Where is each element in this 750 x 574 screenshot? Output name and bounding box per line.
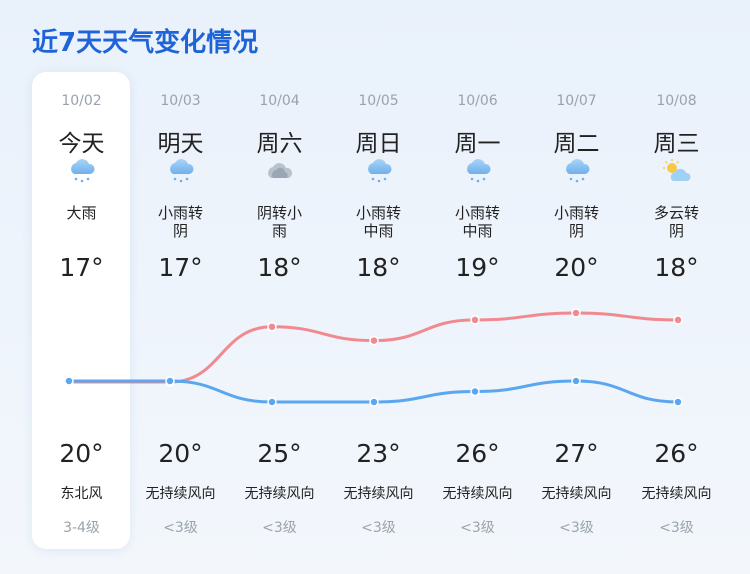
temperature-point [267, 397, 277, 407]
weather-condition: 阴转小 雨 [230, 204, 329, 240]
wind-direction: 东北风 [60, 486, 103, 502]
rain-cloud-icon [66, 158, 98, 186]
day-label: 周日 [355, 131, 402, 157]
day-column: 10/06 周一 小雨转 中雨 19° 26° 无持续风向 <3级 [428, 72, 527, 549]
wind-direction: 无持续风向 [343, 486, 414, 502]
temperature-point [369, 335, 379, 346]
weather-condition: 多云转 阴 [627, 204, 726, 240]
lower-temperature: 20° [59, 439, 104, 468]
temperature-point [267, 322, 277, 332]
temperature-point [64, 376, 74, 386]
wind-direction: 无持续风向 [244, 486, 315, 502]
day-date: 10/08 [656, 93, 697, 109]
day-column: 10/02 今天 大雨 17° 20° 东北风 3-4级 [32, 72, 131, 549]
temperature-point [571, 308, 581, 318]
lower-temperature: 26° [654, 439, 699, 468]
upper-temperature-line [69, 311, 679, 384]
temperature-point [673, 315, 683, 325]
temperature-point [165, 376, 175, 386]
wind-direction: 无持续风向 [442, 486, 513, 502]
day-label: 明天 [157, 131, 204, 157]
condition-line-2: 中雨 [363, 222, 394, 240]
condition-line-1: 阴转小 [256, 204, 302, 222]
day-label: 周一 [454, 131, 501, 157]
wind-level: <3级 [659, 520, 694, 536]
today-card [32, 72, 130, 549]
temperature-point [470, 386, 480, 397]
upper-temperature: 18° [654, 253, 699, 282]
condition-line-1: 小雨转 [553, 204, 599, 222]
weather-condition: 小雨转 阴 [527, 204, 626, 240]
wind-level: <3级 [262, 520, 297, 536]
rain-cloud-icon [363, 158, 395, 186]
weather-condition: 小雨转 阴 [131, 204, 230, 240]
upper-temperature: 17° [158, 253, 203, 282]
day-column: 10/05 周日 小雨转 中雨 18° 23° 无持续风向 <3级 [329, 72, 428, 549]
condition-line-1: 小雨转 [157, 204, 203, 222]
wind-direction: 无持续风向 [541, 486, 612, 502]
rain-cloud-icon [561, 158, 593, 186]
day-date: 10/06 [457, 93, 498, 109]
upper-temperature: 17° [59, 253, 104, 282]
condition-line-1: 多云转 [653, 204, 699, 222]
lower-temperature: 27° [554, 439, 599, 468]
lower-temperature: 20° [158, 439, 203, 468]
page-title: 近7天天气变化情况 [32, 28, 259, 58]
condition-line-2: 阴 [172, 222, 188, 240]
day-column: 10/03 明天 小雨转 阴 17° 20° 无持续风向 <3级 [131, 72, 230, 549]
day-date: 10/02 [61, 93, 102, 109]
weather-condition: 小雨转 中雨 [428, 204, 527, 240]
upper-temperature: 20° [554, 253, 599, 282]
upper-temperature: 18° [356, 253, 401, 282]
lower-temperature: 26° [455, 439, 500, 468]
wind-level: <3级 [559, 520, 594, 536]
day-column: 10/08 周三 多云转 阴 18° 26° 无持续风向 <3级 [627, 72, 726, 549]
wind-level: <3级 [460, 520, 495, 536]
condition-line-2: 雨 [271, 222, 287, 240]
upper-temperature: 18° [257, 253, 302, 282]
condition-line-2: 阴 [668, 222, 684, 240]
temperature-point [571, 376, 581, 386]
condition-line-1: 大雨 [66, 204, 97, 222]
day-column: 10/07 周二 小雨转 阴 20° 27° 无持续风向 <3级 [527, 72, 626, 549]
lower-temperature: 23° [356, 439, 401, 468]
day-date: 10/05 [358, 93, 399, 109]
temperature-point [673, 397, 683, 407]
condition-line-2: 阴 [568, 222, 584, 240]
rain-cloud-icon [462, 158, 494, 186]
day-date: 10/03 [160, 93, 201, 109]
day-label: 周三 [653, 131, 700, 157]
condition-line-1: 小雨转 [454, 204, 500, 222]
day-column: 10/04 周六 阴转小 雨 18° 25° 无持续风向 <3级 [230, 72, 329, 549]
partly-cloudy-icon [661, 158, 693, 186]
day-label: 周六 [256, 131, 303, 157]
day-date: 10/07 [556, 93, 597, 109]
overcast-cloud-icon [264, 158, 296, 186]
wind-level: 3-4级 [63, 520, 100, 536]
upper-temperature: 19° [455, 253, 500, 282]
day-label: 今天 [58, 131, 105, 157]
temperature-point [470, 315, 480, 325]
wind-direction: 无持续风向 [641, 486, 712, 502]
wind-level: <3级 [361, 520, 396, 536]
lower-temperature: 25° [257, 439, 302, 468]
temperature-point [369, 397, 379, 407]
condition-line-1: 小雨转 [355, 204, 401, 222]
rain-cloud-icon [165, 158, 197, 186]
day-label: 周二 [553, 131, 600, 157]
day-date: 10/04 [259, 93, 300, 109]
wind-level: <3级 [163, 520, 198, 536]
weather-condition: 大雨 [32, 204, 131, 222]
wind-direction: 无持续风向 [145, 486, 216, 502]
condition-line-2: 中雨 [462, 222, 493, 240]
weather-condition: 小雨转 中雨 [329, 204, 428, 240]
